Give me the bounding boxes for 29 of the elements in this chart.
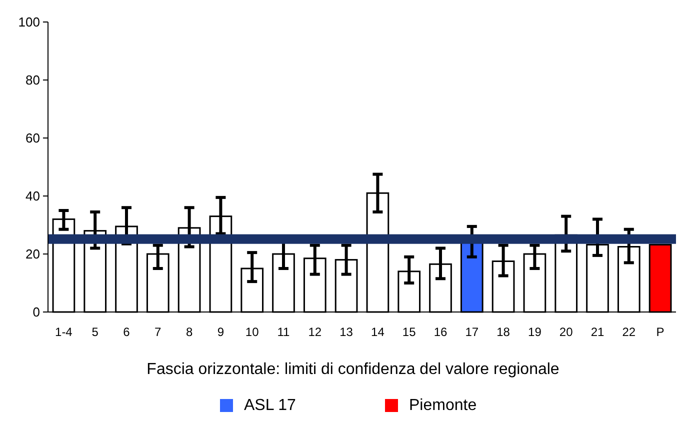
x-tick-label: 8: [186, 325, 193, 339]
text: Fascia orizzontale: limiti di confidenza del valore regionale: [146, 361, 560, 378]
x-tick-label: P: [656, 325, 664, 339]
x-tick-label: 18: [496, 325, 510, 339]
x-tick-label: 1-4: [55, 325, 73, 339]
y-tick-label: 80: [26, 72, 40, 88]
legend-label: ASL 17: [244, 397, 296, 414]
x-tick-label: 19: [528, 325, 542, 339]
x-tick-label: 22: [622, 325, 636, 339]
y-tick-label: 60: [26, 130, 40, 146]
x-tick-label: 10: [245, 325, 260, 339]
x-tick-label: 11: [277, 325, 290, 339]
x-tick-label: 20: [559, 325, 574, 339]
x-tick-label: 6: [123, 325, 130, 339]
legend-label: Piemonte: [409, 397, 477, 414]
x-tick-label: 16: [434, 325, 448, 339]
x-tick-label: 7: [154, 325, 162, 339]
x-tick-label: 9: [217, 325, 224, 339]
x-tick-label: 15: [402, 325, 416, 339]
x-tick-label: 13: [340, 325, 354, 339]
x-tick-label: 21: [590, 325, 604, 339]
x-tick-label: 12: [308, 325, 322, 339]
x-tick-label: 5: [92, 325, 99, 339]
y-tick-label: 40: [26, 188, 40, 204]
y-tick-label: 100: [18, 14, 40, 30]
x-tick-label: 14: [371, 325, 385, 339]
x-tick-label: 17: [465, 325, 479, 339]
y-tick-label: 20: [26, 246, 40, 262]
y-tick-label: 0: [32, 304, 40, 320]
